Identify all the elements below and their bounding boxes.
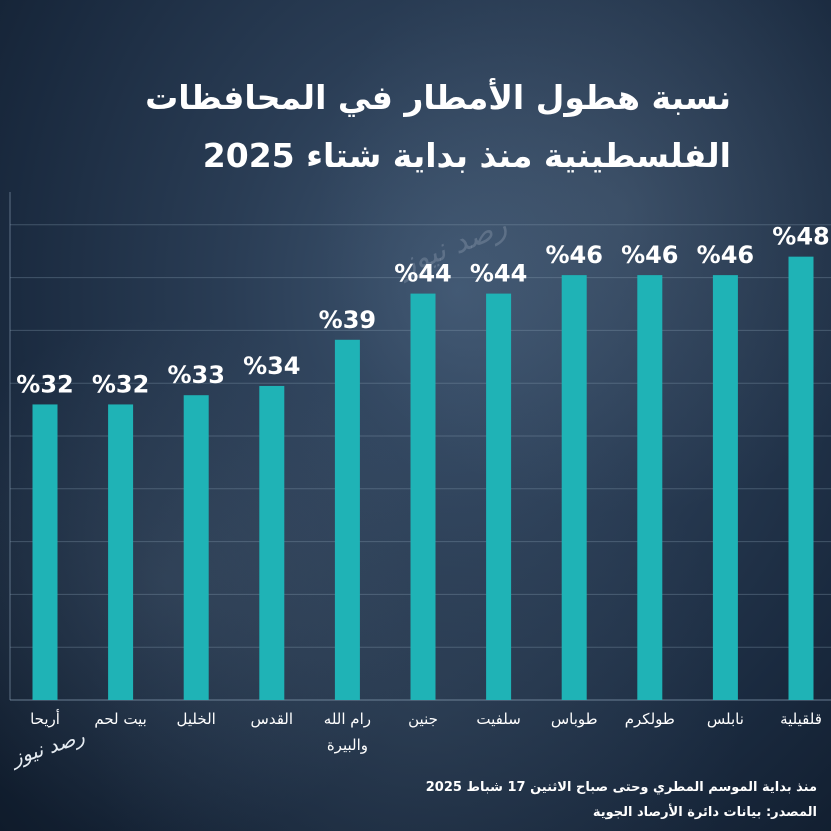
chart-title-line-2: الفلسطينية منذ بداية شتاء 2025 bbox=[202, 136, 731, 175]
bar bbox=[486, 293, 512, 700]
category-tick-label: نابلس bbox=[707, 710, 744, 728]
data-label: %33 bbox=[167, 361, 224, 389]
category-tick-label: سلفيت bbox=[476, 710, 520, 728]
data-label: %46 bbox=[545, 241, 602, 269]
source-note: المصدر: بيانات دائرة الأرصاد الجوية bbox=[592, 805, 817, 820]
category-tick-label: والبيرة bbox=[327, 736, 368, 754]
chart-title-line-1: نسبة هطول الأمطار في المحافظات bbox=[145, 78, 731, 117]
bar bbox=[259, 385, 285, 700]
data-label: %44 bbox=[394, 260, 451, 288]
period-note: منذ بداية الموسم المطري وحتى صباح الاثني… bbox=[425, 780, 817, 795]
data-label: %48 bbox=[772, 223, 829, 251]
category-tick-label: قلقيلية bbox=[780, 710, 822, 728]
bar bbox=[108, 404, 134, 700]
data-label: %34 bbox=[243, 352, 300, 380]
category-tick-label: الخليل bbox=[177, 710, 216, 728]
bar bbox=[561, 275, 587, 700]
bar bbox=[183, 395, 209, 700]
data-label: %46 bbox=[697, 241, 754, 269]
category-tick-label: رام الله bbox=[324, 710, 371, 728]
data-label: %46 bbox=[621, 241, 678, 269]
category-tick-label: طولكرم bbox=[625, 710, 675, 728]
category-tick-label: القدس bbox=[251, 710, 294, 728]
bar bbox=[637, 275, 663, 700]
category-tick-label: جنين bbox=[408, 710, 438, 728]
bar bbox=[410, 293, 436, 700]
bar bbox=[334, 339, 360, 700]
data-label: %39 bbox=[319, 306, 376, 334]
category-tick-label: أريحا bbox=[30, 709, 60, 728]
category-tick-label: بيت لحم bbox=[94, 710, 146, 728]
data-label: %44 bbox=[470, 260, 527, 288]
bar bbox=[712, 275, 738, 700]
category-tick-label: طوباس bbox=[551, 710, 598, 728]
bar bbox=[788, 256, 814, 700]
data-label: %32 bbox=[92, 370, 149, 398]
data-label: %32 bbox=[16, 370, 73, 398]
bar bbox=[32, 404, 58, 700]
